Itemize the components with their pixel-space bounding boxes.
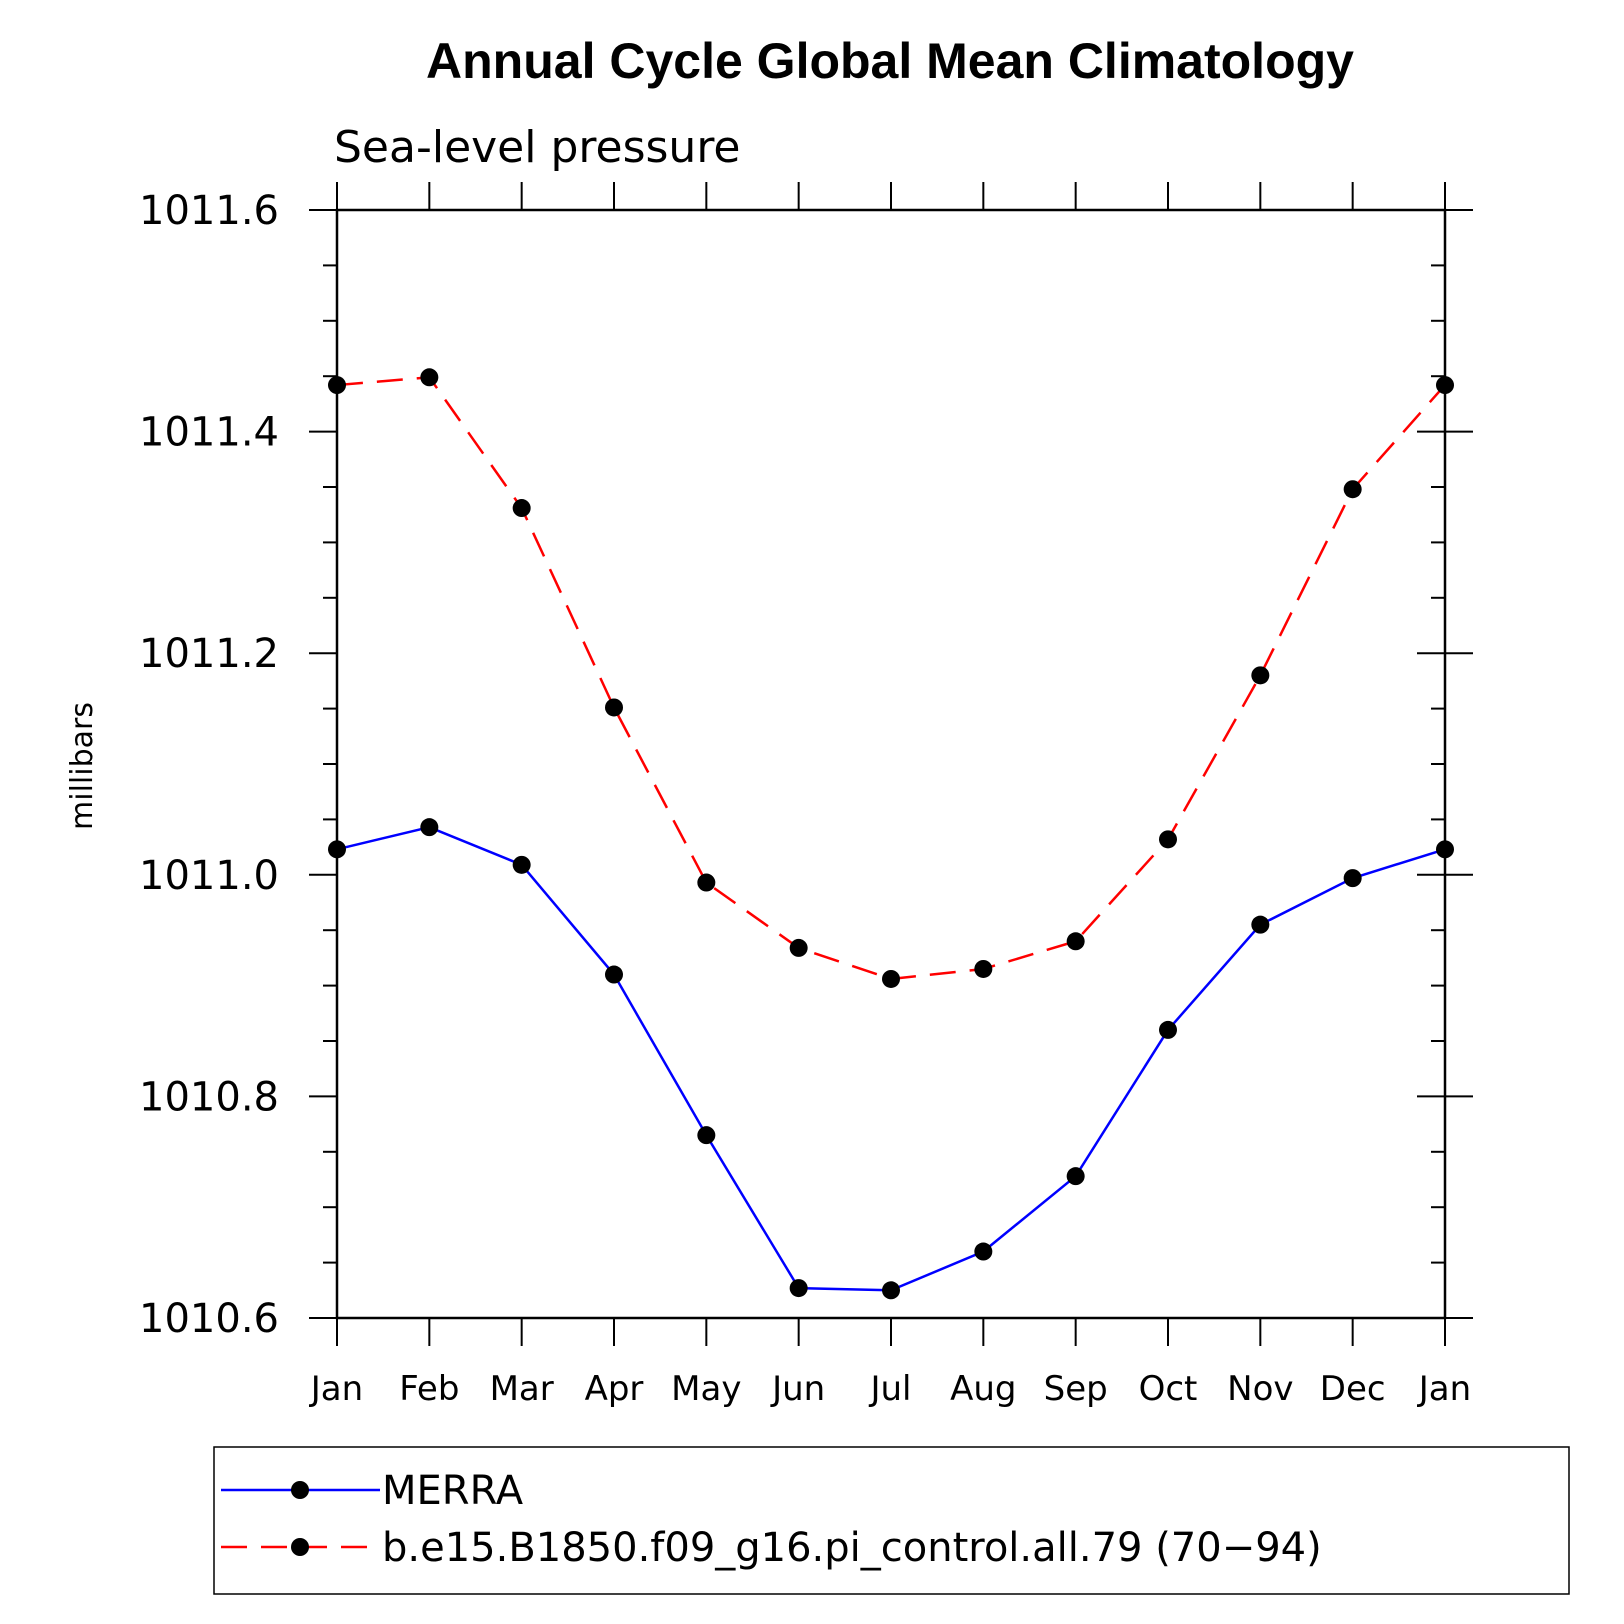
data-point-series-1 [605, 698, 623, 717]
x-tick-label: Jan [1417, 1369, 1471, 1409]
data-point-series-1 [1066, 932, 1085, 951]
legend-marker-merra [291, 1481, 309, 1499]
data-point-series-1 [789, 938, 808, 957]
data-point-series-0 [882, 1281, 900, 1300]
series-line-0 [336, 825, 1446, 1292]
legend-marker-model [291, 1538, 309, 1556]
data-point-series-0 [789, 1279, 808, 1298]
data-point-series-0 [974, 1242, 993, 1261]
x-tick-label: Jul [868, 1369, 911, 1409]
data-point-series-0 [605, 965, 623, 984]
data-point-series-1 [974, 959, 993, 978]
y-tick-label: 1010.6 [139, 1296, 279, 1342]
data-point-series-1 [1159, 830, 1177, 849]
data-point-series-1 [1343, 480, 1362, 499]
legend-label-model: b.e15.B1850.f09_g16.pi_control.all.79 (7… [382, 1525, 1322, 1571]
x-tick-label: Dec [1320, 1369, 1386, 1409]
data-point-series-0 [1066, 1167, 1085, 1186]
x-tick-label: Jan [309, 1369, 363, 1409]
chart-subtitle: Sea-level pressure [334, 122, 741, 173]
y-tick-label: 1011.2 [139, 631, 279, 677]
data-point-series-0 [512, 855, 531, 874]
x-tick-label: Nov [1227, 1369, 1293, 1409]
series-layer [328, 368, 1454, 1300]
data-point-series-0 [1251, 915, 1270, 934]
axis-ticks [309, 182, 1473, 1346]
x-tick-label: Feb [399, 1369, 459, 1409]
legend-box [213, 1446, 1570, 1595]
y-axis-label: millibars [65, 702, 100, 830]
chart-title: Annual Cycle Global Mean Climatology [426, 33, 1354, 89]
x-tick-label: Mar [490, 1369, 554, 1409]
x-tick-label: Apr [585, 1369, 644, 1409]
y-tick-label: 1011.0 [139, 853, 279, 899]
x-tick-label: May [671, 1369, 741, 1409]
data-point-series-1 [697, 873, 716, 892]
y-tick-label: 1011.6 [139, 188, 279, 234]
y-tick-label: 1011.4 [139, 410, 279, 456]
x-tick-label: Aug [950, 1369, 1016, 1409]
data-point-series-0 [1343, 869, 1362, 888]
y-tick-labels: 1010.6 1010.8 1011.0 1011.2 1011.4 1011.6 [139, 188, 279, 1342]
x-tick-labels: Jan Feb Mar Apr May Jun Jul Aug Sep Oct Nov Dec Jan [309, 1369, 1471, 1409]
data-point-series-0 [420, 818, 439, 837]
data-point-series-1 [512, 499, 531, 518]
data-point-series-0 [697, 1126, 716, 1145]
y-tick-label: 1010.8 [139, 1074, 279, 1120]
plot-frame [335, 208, 1447, 1320]
data-point-series-0 [1159, 1020, 1177, 1039]
data-point-series-1 [1251, 666, 1270, 685]
series-line-1 [336, 376, 1446, 981]
data-point-series-1 [882, 969, 900, 988]
x-tick-label: Jun [770, 1369, 825, 1409]
x-tick-label: Sep [1044, 1369, 1108, 1409]
data-point-series-1 [420, 368, 439, 387]
x-tick-label: Oct [1139, 1369, 1198, 1409]
legend-label-merra: MERRA [382, 1468, 524, 1514]
legend: MERRA b.e15.B1850.f09_g16.pi_control.all… [213, 1446, 1570, 1595]
